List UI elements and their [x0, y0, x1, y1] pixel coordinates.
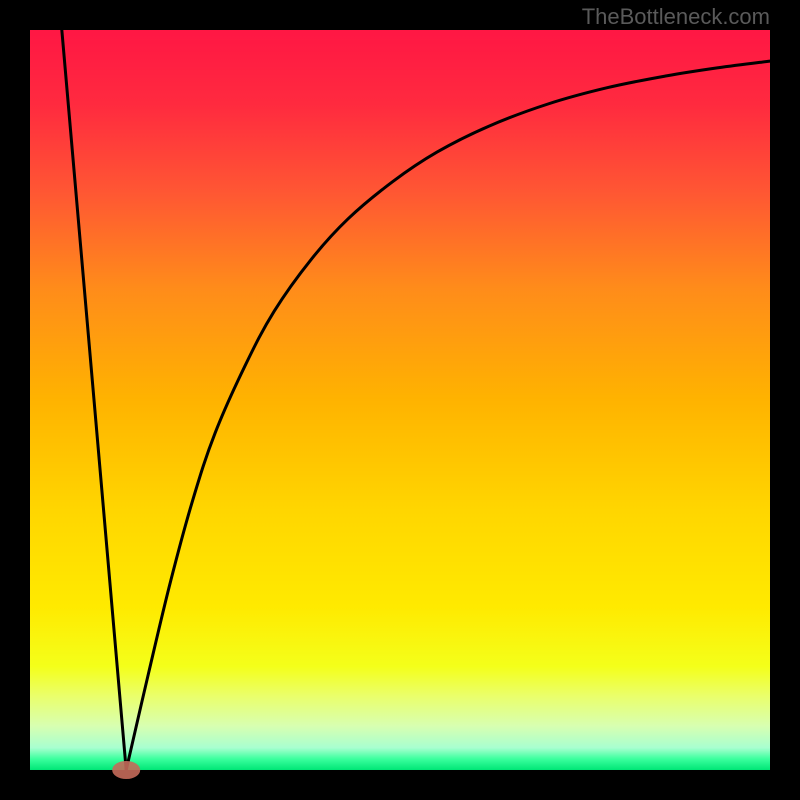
- bottleneck-chart: [0, 0, 800, 800]
- bottleneck-marker: [112, 761, 140, 779]
- plot-area: [30, 30, 770, 770]
- chart-container: TheBottleneck.com: [0, 0, 800, 800]
- watermark-text: TheBottleneck.com: [582, 4, 770, 30]
